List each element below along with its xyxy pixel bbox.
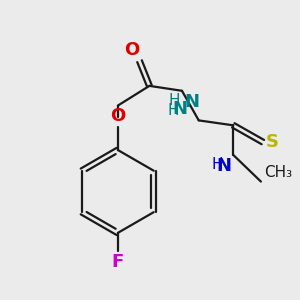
Text: F: F [112,253,124,271]
Text: H: H [168,93,180,108]
Text: O: O [124,41,139,59]
Text: N: N [216,157,231,175]
Text: H: H [212,157,223,172]
Text: N: N [184,93,199,111]
Text: H: H [167,103,179,118]
Text: CH₃: CH₃ [264,165,292,180]
Text: S: S [266,133,279,151]
Text: N: N [172,100,187,118]
Text: O: O [110,107,125,125]
